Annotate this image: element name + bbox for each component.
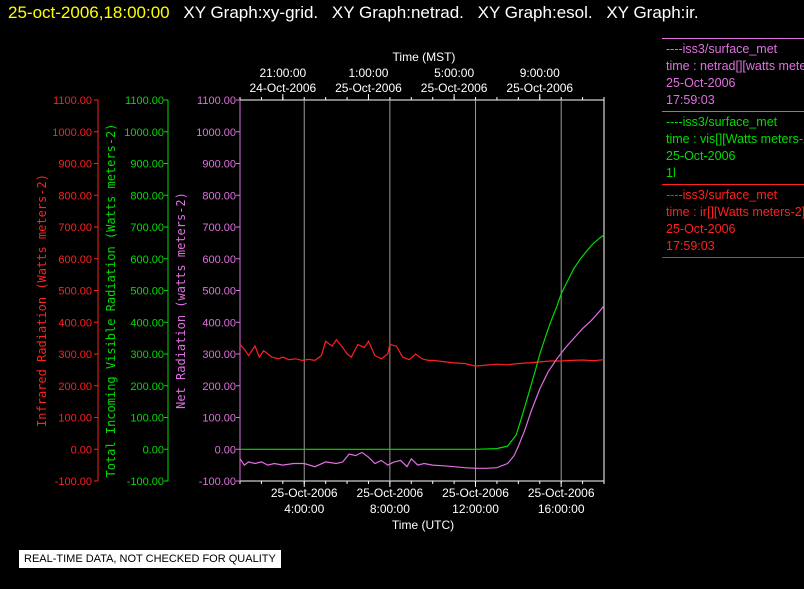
legend-time: 1l	[666, 166, 676, 180]
legend-variable: time : netrad[][watts meters-2]	[666, 59, 804, 73]
plot-frame	[239, 99, 605, 482]
top-axis-tick-label: 5:00:00	[434, 66, 474, 80]
y-axis-title: Infrared Radiation (Watts meters-2)	[35, 174, 49, 427]
y-axis-tick-label: -100.00	[55, 476, 92, 488]
y-axis-tick-label: 1000.00	[196, 127, 236, 139]
bottom-axis-tick-date: 25-Oct-2006	[528, 486, 595, 500]
series-line-2	[239, 305, 605, 469]
legend-source: ----iss3/surface_met	[666, 188, 778, 202]
y-axis-tick-label: 1000.00	[124, 127, 164, 139]
legend-variable: time : ir[][Watts meters-2]	[666, 205, 804, 219]
y-axis-tick-label: 0.00	[143, 444, 164, 456]
legend-time: 17:59:03	[666, 239, 715, 253]
y-axis-tick-label: 600.00	[58, 254, 92, 266]
y-axis-tick-label: 300.00	[130, 349, 164, 361]
y-axis-tick-label: 900.00	[202, 159, 236, 171]
y-axis-tick-label: 600.00	[130, 254, 164, 266]
graph-title-xy-grid: XY Graph:xy-grid.	[183, 3, 319, 22]
y-axis-tick-label: 200.00	[58, 381, 92, 393]
y-axis-tick-label: 1100.00	[125, 95, 164, 107]
y-axis-tick-label: 300.00	[58, 349, 92, 361]
graph-title-ir: XY Graph:ir.	[606, 3, 699, 22]
bottom-axis-tick-label: 8:00:00	[370, 502, 410, 516]
y-axis-tick-label: 700.00	[130, 222, 164, 234]
y-axis-tick-label: -100.00	[127, 476, 164, 488]
legend-date: 25-Oct-2006	[666, 222, 736, 236]
legend-time: 17:59:03	[666, 93, 715, 107]
series-line-1	[240, 234, 605, 450]
y-axis-tick-label: 400.00	[58, 317, 92, 329]
legend-entry-ir: ----iss3/surface_met time : ir[][Watts m…	[662, 184, 804, 258]
top-axis-tick-label: 21:00:00	[259, 66, 306, 80]
y-axis-tick-label: 400.00	[202, 317, 236, 329]
y-axis-tick-label: 1100.00	[197, 95, 236, 107]
y-axis-tick-label: 500.00	[202, 286, 236, 298]
top-axis-tick-date: 25-Oct-2006	[506, 81, 573, 95]
top-axis-tick-date: 24-Oct-2006	[249, 81, 316, 95]
graph-title-esol: XY Graph:esol.	[477, 3, 593, 22]
y-axis-title: Total Incoming Visible Radiation (Watts …	[104, 123, 118, 477]
top-axis-tick-date: 25-Oct-2006	[335, 81, 402, 95]
bottom-axis-tick-label: 4:00:00	[284, 502, 324, 516]
y-axis-tick-label: 500.00	[130, 286, 164, 298]
bottom-axis-tick-label: 16:00:00	[538, 502, 585, 516]
legend-date: 25-Oct-2006	[666, 76, 736, 90]
y-axis-tick-label: -100.00	[199, 476, 236, 488]
y-axis-tick-label: 900.00	[130, 159, 164, 171]
quality-disclaimer: REAL-TIME DATA, NOT CHECKED FOR QUALITY	[19, 550, 281, 568]
top-axis-tick-label: 1:00:00	[348, 66, 388, 80]
y-axis-tick-label: 700.00	[58, 222, 92, 234]
graph-title-netrad: XY Graph:netrad.	[331, 3, 464, 22]
y-axis-tick-label: 800.00	[58, 190, 92, 202]
top-axis-tick-label: 9:00:00	[520, 66, 560, 80]
bottom-axis-tick-date: 25-Oct-2006	[442, 486, 509, 500]
legend-entry-netrad: ----iss3/surface_met time : netrad[][wat…	[662, 38, 804, 111]
header-timestamp: 25-oct-2006,18:00:00	[8, 3, 170, 22]
y-axis-tick-label: 300.00	[202, 349, 236, 361]
y-axis-tick-label: 200.00	[130, 381, 164, 393]
y-axis-tick-label: 100.00	[58, 413, 92, 425]
top-axis-tick-date: 25-Oct-2006	[421, 81, 488, 95]
series-line-0	[239, 338, 605, 367]
y-axis-tick-label: 1100.00	[53, 95, 92, 107]
y-axis-tick-label: 800.00	[202, 190, 236, 202]
legend: ----iss3/surface_met time : netrad[][wat…	[662, 38, 804, 258]
y-axis-tick-label: 400.00	[130, 317, 164, 329]
y-axis-tick-label: 800.00	[130, 190, 164, 202]
legend-entry-vis: ----iss3/surface_met time : vis[][Watts …	[662, 111, 804, 184]
top-axis-title: Time (MST)	[393, 50, 456, 64]
y-axis-tick-label: 100.00	[130, 413, 164, 425]
y-axis-tick-label: 200.00	[202, 381, 236, 393]
legend-source: ----iss3/surface_met	[666, 115, 778, 129]
y-axis-title: Net Radiation (watts meters-2)	[174, 192, 188, 409]
bottom-axis-title: Time (UTC)	[392, 518, 454, 532]
y-axis-tick-label: 500.00	[58, 286, 92, 298]
y-axis-tick-label: 0.00	[215, 444, 236, 456]
y-axis-tick-label: 100.00	[202, 413, 236, 425]
legend-variable: time : vis[][Watts meters-2]	[666, 132, 804, 146]
bottom-axis-tick-label: 12:00:00	[452, 502, 499, 516]
legend-source: ----iss3/surface_met	[666, 42, 778, 56]
y-axis-tick-label: 900.00	[58, 159, 92, 171]
y-axis-tick-label: 600.00	[202, 254, 236, 266]
header: 25-oct-2006,18:00:00 XY Graph:xy-grid. X…	[8, 3, 699, 23]
y-axis-tick-label: 1000.00	[52, 127, 92, 139]
y-axis-tick-label: 700.00	[202, 222, 236, 234]
y-axis-tick-label: 0.00	[71, 444, 92, 456]
bottom-axis-tick-date: 25-Oct-2006	[271, 486, 338, 500]
bottom-axis-tick-date: 25-Oct-2006	[357, 486, 424, 500]
legend-date: 25-Oct-2006	[666, 149, 736, 163]
